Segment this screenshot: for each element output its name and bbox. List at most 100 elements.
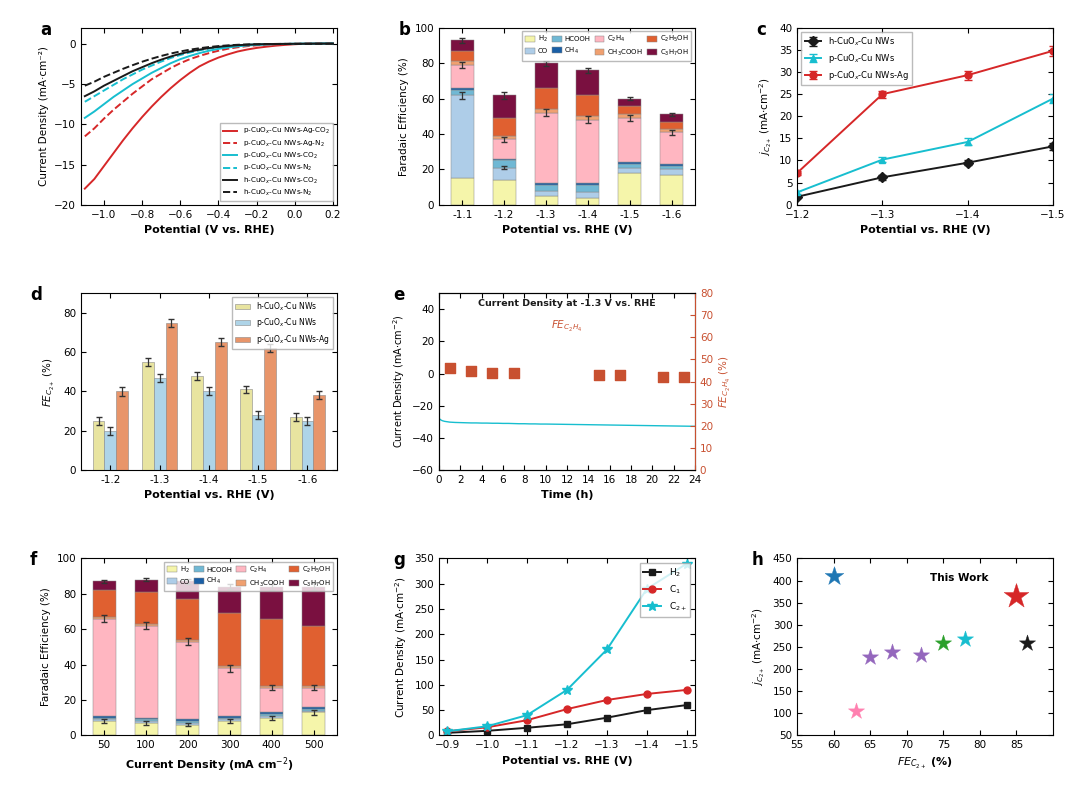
Bar (135, 721, 158, 723)
Legend: h-CuO$_x$-Cu NWs, p-CuO$_x$-Cu NWs, p-CuO$_x$-Cu NWs-Ag: h-CuO$_x$-Cu NWs, p-CuO$_x$-Cu NWs, p-Cu… (801, 32, 913, 86)
Text: c: c (756, 21, 766, 39)
Bar (260, 718, 283, 735)
Bar (492, 161, 515, 168)
Point (1008, 590, 1025, 603)
Bar (619, 114, 642, 118)
Bar (450, 61, 474, 65)
H$_2$ (680, 700, 693, 710)
Bar (302, 712, 325, 735)
Bar (577, 185, 599, 192)
Bar (450, 178, 474, 205)
Point (441, 362, 458, 374)
Text: b: b (399, 21, 410, 39)
Y-axis label: Current Density (mA$\cdot$cm$^{-2}$): Current Density (mA$\cdot$cm$^{-2}$) (393, 576, 409, 718)
X-axis label: Potential vs. RHE (V): Potential vs. RHE (V) (860, 225, 990, 235)
H$_2$ (600, 713, 613, 723)
Bar (117, 391, 129, 470)
Legend: h-CuO$_x$-Cu NWs, p-CuO$_x$-Cu NWs, p-CuO$_x$-Cu NWs-Ag: h-CuO$_x$-Cu NWs, p-CuO$_x$-Cu NWs, p-Cu… (231, 297, 333, 349)
Bar (302, 711, 325, 712)
Bar (577, 184, 599, 185)
Bar (450, 90, 474, 95)
Bar (176, 642, 200, 719)
Bar (253, 415, 265, 470)
Bar (535, 109, 557, 113)
C$_{2+}$ (561, 685, 573, 695)
C$_{2+}$ (640, 584, 653, 594)
Bar (260, 619, 283, 686)
Bar (450, 88, 474, 90)
Y-axis label: Faradaic Efficiency (%): Faradaic Efficiency (%) (400, 57, 409, 176)
H$_2$ (481, 726, 494, 735)
Bar (302, 707, 325, 709)
Point (591, 369, 608, 382)
Bar (619, 164, 642, 168)
Bar (260, 714, 283, 716)
C$_1$ (521, 716, 534, 725)
Bar (93, 591, 116, 617)
Point (957, 633, 974, 646)
Bar (619, 173, 642, 205)
Legend: H$_2$, CO, HCOOH, CH$_4$, C$_2$H$_4$, CH$_3$COOH, C$_2$H$_5$OH, C$_3$H$_7$OH: H$_2$, CO, HCOOH, CH$_4$, C$_2$H$_4$, CH… (164, 562, 334, 591)
Bar (577, 116, 599, 120)
Bar (492, 95, 515, 118)
Bar (176, 725, 200, 735)
Point (505, 366, 523, 379)
Bar (176, 721, 200, 723)
Line: H$_2$: H$_2$ (444, 701, 690, 736)
Bar (260, 587, 283, 619)
Bar (260, 688, 283, 712)
Bar (660, 122, 684, 129)
C$_1$ (640, 689, 653, 699)
Bar (535, 196, 557, 205)
X-axis label: Current Density (mA cm$^{-2}$): Current Density (mA cm$^{-2}$) (124, 756, 293, 774)
Point (462, 364, 480, 377)
Bar (176, 581, 200, 599)
Bar (492, 159, 515, 161)
Point (847, 704, 864, 717)
Point (676, 370, 693, 383)
Bar (215, 343, 227, 470)
Bar (535, 191, 557, 196)
Bar (302, 587, 325, 626)
C$_1$ (561, 704, 573, 714)
Bar (153, 378, 165, 470)
Text: g: g (393, 552, 405, 569)
Line: C$_1$: C$_1$ (444, 686, 690, 735)
Y-axis label: $j_{C_{2+}}$ (mA$\cdot$cm$^{-2}$): $j_{C_{2+}}$ (mA$\cdot$cm$^{-2}$) (757, 77, 773, 156)
C$_{2+}$ (441, 727, 454, 736)
Bar (218, 668, 241, 716)
Bar (535, 185, 557, 191)
Bar (619, 99, 642, 106)
Bar (165, 323, 177, 470)
Text: h: h (752, 552, 762, 569)
C$_{2+}$ (521, 711, 534, 720)
Bar (492, 139, 515, 159)
Bar (535, 184, 557, 185)
X-axis label: $FE_{C_{2+}}$ (%): $FE_{C_{2+}}$ (%) (897, 756, 953, 771)
Bar (313, 395, 325, 470)
Bar (93, 716, 116, 718)
Point (611, 369, 629, 382)
Text: $FE_{C_2H_4}$: $FE_{C_2H_4}$ (551, 319, 583, 334)
Bar (660, 169, 684, 175)
Bar (577, 95, 599, 116)
Text: e: e (393, 286, 404, 304)
Y-axis label: $j_{C_{2+}}$ (mA$\cdot$cm$^{-2}$): $j_{C_{2+}}$ (mA$\cdot$cm$^{-2}$) (751, 607, 767, 686)
Bar (660, 175, 684, 205)
Text: f: f (30, 552, 37, 569)
H$_2$ (441, 728, 454, 738)
Text: This Work: This Work (930, 573, 988, 584)
Y-axis label: Faradaic Efficiency (%): Faradaic Efficiency (%) (41, 588, 51, 706)
Bar (492, 136, 515, 139)
Bar (492, 168, 515, 180)
Bar (660, 164, 684, 166)
Bar (577, 120, 599, 184)
X-axis label: Potential vs. RHE (V): Potential vs. RHE (V) (502, 225, 632, 235)
Bar (450, 65, 474, 88)
Bar (241, 390, 253, 470)
Text: Current Density at -1.3 V vs. RHE: Current Density at -1.3 V vs. RHE (478, 299, 656, 308)
Point (1018, 637, 1036, 650)
C$_{2+}$ (481, 722, 494, 731)
Bar (218, 716, 241, 718)
Bar (218, 587, 241, 613)
